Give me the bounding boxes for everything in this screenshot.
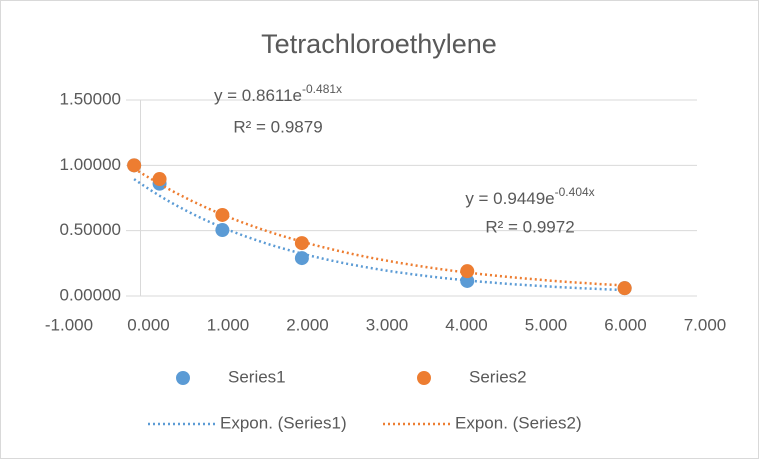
- x-tick-label: 3.000: [366, 315, 409, 334]
- trendline-r2: R² = 0.9879: [233, 117, 322, 136]
- data-point: [294, 236, 309, 251]
- data-point: [127, 158, 142, 173]
- x-tick-label: 6.000: [604, 315, 647, 334]
- trendline-equation: y = 0.8611e-0.481x: [214, 82, 342, 105]
- x-tick-label: 4.000: [445, 315, 488, 334]
- y-tick-label: 1.50000: [60, 89, 121, 108]
- legend-label: Series2: [469, 367, 527, 386]
- data-point: [617, 281, 632, 296]
- chart-title: Tetrachloroethylene: [261, 29, 497, 59]
- x-tick-label: 0.000: [127, 315, 170, 334]
- data-point: [215, 207, 230, 222]
- legend-label: Expon. (Series2): [455, 413, 582, 432]
- x-tick-label: 2.000: [286, 315, 329, 334]
- data-point: [460, 264, 475, 279]
- equation-text: y = 0.8611e: [214, 86, 302, 105]
- x-tick-label: 5.000: [525, 315, 568, 334]
- equation-exponent: -0.481x: [302, 82, 342, 96]
- equation-text: y = 0.9449e: [465, 189, 554, 208]
- y-tick-label: 1.00000: [60, 155, 121, 174]
- trendline-r2: R² = 0.9972: [485, 217, 574, 236]
- trendline-equation: y = 0.9449e-0.404x: [465, 185, 594, 208]
- y-tick-label: 0.00000: [60, 285, 121, 304]
- data-point: [294, 251, 309, 266]
- legend-marker: [417, 371, 431, 385]
- data-point: [460, 273, 475, 288]
- y-tick-label: 0.50000: [60, 220, 121, 239]
- x-tick-label: 7.000: [684, 315, 727, 334]
- data-point: [215, 223, 230, 238]
- x-tick-label: 1.000: [207, 315, 250, 334]
- x-tick-label: -1.000: [45, 315, 93, 334]
- data-point: [152, 172, 167, 187]
- equation-exponent: -0.404x: [555, 185, 595, 199]
- legend-marker: [176, 371, 190, 385]
- legend-label: Series1: [228, 367, 286, 386]
- legend-label: Expon. (Series1): [220, 413, 347, 432]
